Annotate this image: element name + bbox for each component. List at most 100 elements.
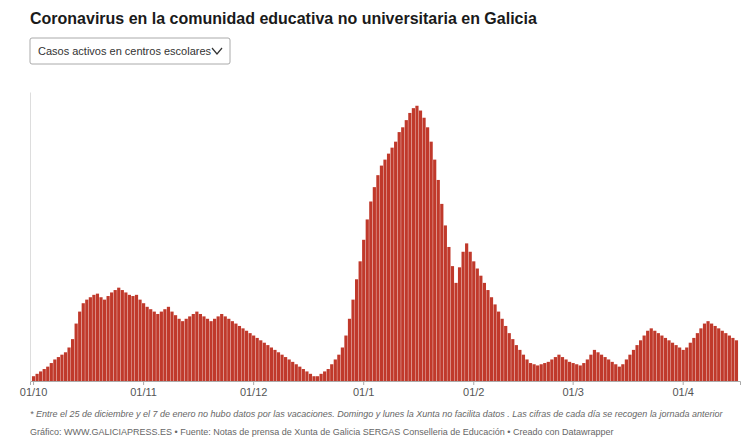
bar: [188, 316, 191, 381]
bar: [181, 321, 184, 381]
x-tick: 01/2: [463, 381, 484, 398]
bar: [650, 328, 653, 381]
bar: [316, 376, 319, 381]
bar: [192, 314, 195, 381]
bar: [89, 297, 92, 381]
bar: [323, 371, 326, 381]
bar: [160, 312, 163, 381]
y-axis: [30, 93, 31, 382]
bar: [67, 347, 70, 381]
x-axis-line: [31, 382, 741, 386]
bar: [163, 309, 166, 381]
bar: [550, 359, 553, 381]
bar: [561, 357, 564, 381]
bar: [511, 339, 514, 381]
bar: [238, 326, 241, 381]
bar: [515, 345, 518, 381]
bar: [639, 340, 642, 381]
bar: [277, 352, 280, 381]
bar: [554, 357, 557, 381]
bar: [273, 350, 276, 381]
bar: [234, 324, 237, 381]
bar: [373, 187, 376, 381]
bar: [462, 252, 465, 381]
bar: [557, 355, 560, 381]
dropdown-label: Casos activos en centros escolares: [38, 45, 212, 57]
bar: [185, 319, 188, 381]
bar: [714, 326, 717, 381]
bar: [401, 127, 404, 381]
x-tick: 01/12: [240, 381, 268, 398]
bar: [96, 294, 99, 381]
bar: [479, 276, 482, 381]
bar: [497, 312, 500, 381]
bar: [46, 367, 49, 381]
bar: [60, 355, 63, 381]
bar: [146, 307, 149, 381]
bar: [419, 111, 422, 381]
bar: [50, 363, 53, 381]
bar: [731, 338, 734, 381]
x-tick-mark: [573, 381, 574, 385]
bar: [99, 297, 102, 381]
bar: [398, 132, 401, 381]
bar: [433, 160, 436, 381]
bar: [309, 374, 312, 381]
bar: [589, 355, 592, 381]
bar: [256, 338, 259, 381]
x-tick: 01/3: [562, 381, 583, 398]
bar: [508, 333, 511, 381]
bar: [387, 154, 390, 381]
bar: [32, 376, 35, 381]
bar: [330, 364, 333, 381]
bar: [266, 345, 269, 381]
bar: [426, 127, 429, 381]
chart: Coronavirus en la comunidad educativa no…: [0, 0, 756, 447]
x-tick-mark: [143, 381, 144, 385]
bar: [486, 290, 489, 381]
bar: [458, 267, 461, 381]
bar: [39, 371, 42, 381]
bar: [383, 160, 386, 381]
bar: [241, 328, 244, 381]
x-tick-label: 01/12: [240, 386, 268, 398]
bar: [167, 307, 170, 381]
bar: [703, 324, 706, 381]
bar: [472, 261, 475, 381]
bar: [270, 347, 273, 381]
bar: [178, 319, 181, 381]
bar: [369, 201, 372, 381]
bar: [728, 336, 731, 381]
bar: [625, 359, 628, 381]
bar: [696, 333, 699, 381]
bar: [579, 365, 582, 381]
bar: [75, 324, 78, 381]
bar: [391, 148, 394, 381]
bar: [138, 300, 141, 381]
bar: [124, 292, 127, 381]
bar: [518, 350, 521, 381]
bar: [408, 113, 411, 381]
dropdown-chevron: [212, 48, 222, 54]
x-tick-mark: [683, 381, 684, 385]
bar: [156, 314, 159, 381]
bar: [376, 175, 379, 381]
bar: [522, 355, 525, 381]
bar: [252, 336, 255, 381]
bar: [483, 283, 486, 381]
bar: [699, 328, 702, 381]
bar: [447, 247, 450, 381]
bar: [263, 343, 266, 381]
bar: [529, 363, 532, 381]
bar: [643, 336, 646, 381]
x-axis: 01/1001/1101/1201/101/201/301/4: [20, 381, 741, 398]
bar: [128, 295, 131, 381]
bar: [706, 321, 709, 381]
bar: [53, 359, 56, 381]
bar: [114, 290, 117, 381]
bar: [327, 369, 330, 381]
bar: [724, 333, 727, 381]
bar: [564, 359, 567, 381]
bar: [465, 243, 468, 381]
bar: [43, 369, 46, 381]
